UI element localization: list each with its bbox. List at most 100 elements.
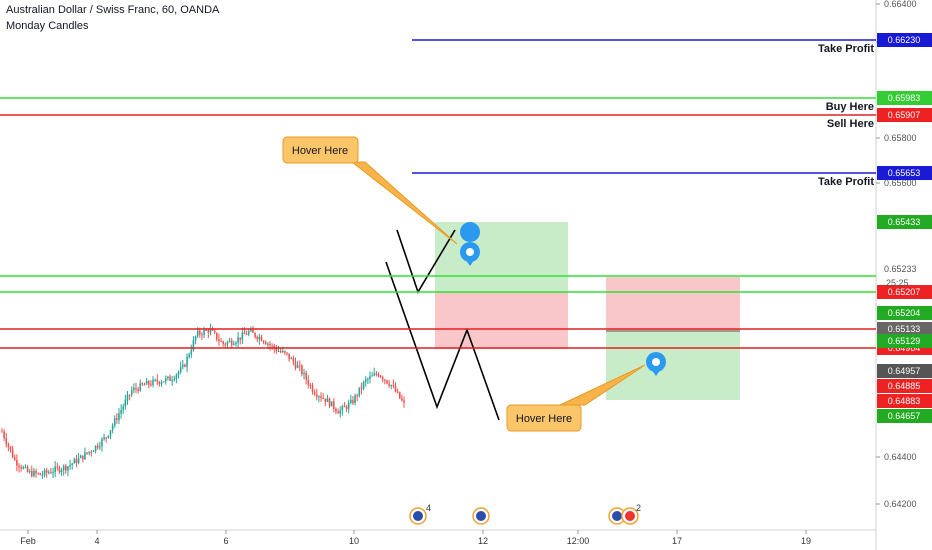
candle-body [301, 365, 303, 375]
candle-body [62, 465, 65, 471]
event-flag-icon[interactable] [472, 507, 490, 525]
candle-body [247, 331, 250, 335]
candle-body [279, 351, 282, 353]
x-tick-label: Feb [20, 536, 36, 546]
candle-body [118, 413, 120, 421]
price-tag [877, 166, 932, 180]
candle-body [222, 341, 225, 344]
candle-body [105, 437, 108, 439]
event-flag-icon[interactable]: 4 [409, 503, 431, 525]
candle-body [167, 376, 169, 379]
price-tag [877, 409, 932, 423]
candle-body [271, 345, 273, 347]
price-tag [877, 108, 932, 122]
price-tag-label: 0.64885 [888, 381, 921, 391]
candle-body [139, 383, 142, 391]
event-badge-count: 2 [636, 503, 641, 513]
candle-body [26, 466, 29, 472]
candle-body [337, 411, 339, 414]
candle-body [388, 383, 390, 386]
candle-body [243, 332, 246, 335]
candle-body [320, 396, 322, 399]
x-tick-label: 17 [672, 536, 682, 546]
candle-body [224, 343, 227, 345]
callout-top[interactable]: Hover Here [282, 136, 458, 245]
candle-body [1, 431, 3, 433]
candle-body [267, 343, 269, 345]
candle-body [13, 457, 16, 460]
candle-body [82, 455, 84, 460]
candle-body [377, 374, 380, 376]
candle-body [292, 358, 295, 363]
candle-body [41, 474, 44, 476]
candle-body [177, 371, 180, 375]
candle-body [303, 372, 305, 375]
candle-body [358, 387, 361, 396]
candle-body [262, 340, 265, 343]
candle-body [137, 389, 139, 391]
candle-body [54, 466, 56, 473]
candle-body [84, 452, 86, 460]
candle-body [339, 410, 341, 414]
price-tag-label: 0.65133 [888, 324, 921, 334]
price-tag [877, 33, 932, 47]
candle-body [309, 384, 312, 386]
pin-icon[interactable] [460, 222, 481, 266]
price-tag [877, 379, 932, 393]
candle-body [264, 342, 267, 345]
candle-body [45, 470, 48, 473]
candle-body [28, 470, 31, 472]
x-tick-label: 4 [94, 536, 99, 546]
candle-body [111, 425, 114, 431]
candle-body [284, 351, 286, 353]
candle-body [143, 384, 146, 386]
candle-body [39, 473, 42, 476]
candle-body [256, 336, 259, 340]
candle-body [190, 350, 193, 355]
candle-body [201, 334, 203, 336]
candle-body [147, 380, 150, 385]
candle-body [101, 439, 103, 447]
candle-body [203, 330, 205, 336]
price-tag [877, 322, 932, 336]
candle-body [92, 451, 95, 453]
candle-body [307, 379, 310, 385]
candle-body [362, 381, 365, 389]
candle-body [275, 348, 278, 352]
candle-body [18, 465, 20, 468]
candle-body [315, 394, 318, 397]
candle-body [258, 336, 261, 340]
short-position-box[interactable] [606, 277, 740, 400]
y-tick-label: 0.66400 [884, 0, 917, 9]
candle-body [324, 398, 327, 402]
candle-body [169, 376, 171, 381]
candle-body [56, 466, 59, 468]
price-tag-label: 0.65907 [888, 110, 921, 120]
candle-body [371, 375, 373, 377]
candle-body [330, 401, 333, 407]
candle-body [305, 372, 307, 380]
candle-body [328, 398, 331, 407]
candle-body [33, 470, 35, 477]
candle-body [345, 406, 348, 409]
candle-body [207, 330, 210, 333]
candle-body [122, 406, 125, 410]
candle-body [73, 459, 76, 464]
long-position-box[interactable] [435, 222, 568, 349]
callout-bottom[interactable]: Hover Here [506, 364, 646, 432]
level-label: Take Profit [818, 43, 874, 55]
candle-body [241, 332, 244, 340]
candle-body [313, 392, 316, 395]
candle-body [352, 399, 354, 404]
candle-body [3, 431, 5, 439]
pin-icon[interactable] [646, 352, 666, 376]
level-label: Take Profit [818, 176, 874, 188]
candle-body [277, 351, 280, 353]
candle-body [158, 381, 161, 384]
candle-body [373, 373, 376, 376]
price-tags: 0.66230 0.65983 0.65907 0.65653 0.65233 0.652… [877, 33, 932, 423]
y-tick-label: 0.64400 [884, 452, 917, 462]
event-flag-icon[interactable]: 2 [608, 503, 641, 525]
candle-body [179, 367, 182, 372]
